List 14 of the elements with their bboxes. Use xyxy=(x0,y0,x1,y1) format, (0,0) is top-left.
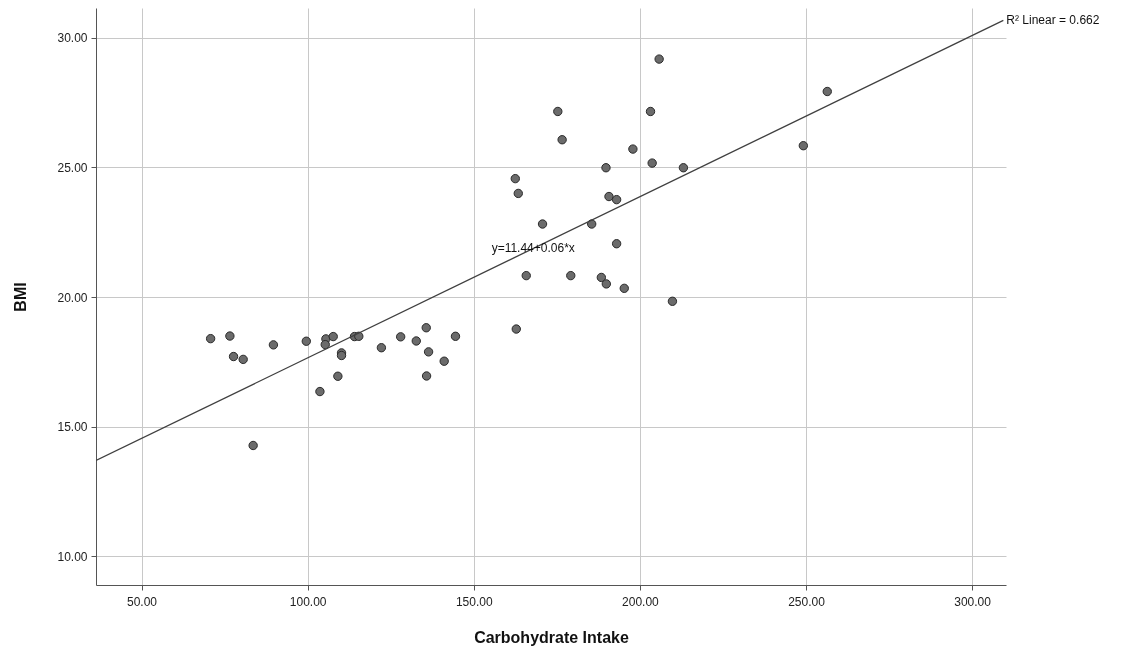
y-tick-label: 30.00 xyxy=(57,31,88,46)
x-tick-label: 250.00 xyxy=(788,594,826,609)
x-tick-label: 50.00 xyxy=(127,594,158,609)
x-axis-title: Carbohydrate Intake xyxy=(474,628,629,646)
x-tick-label: 300.00 xyxy=(954,594,992,609)
y-tick-label: 20.00 xyxy=(57,290,88,305)
y-tick-label: 25.00 xyxy=(57,160,88,175)
y-tick-label: 10.00 xyxy=(57,549,88,564)
annotation: R² Linear = 0.662 xyxy=(1006,13,1100,28)
x-tick-label: 200.00 xyxy=(622,594,660,609)
y-tick-label: 15.00 xyxy=(57,420,88,435)
x-tick-label: 150.00 xyxy=(455,594,493,609)
x-tick-label: 100.00 xyxy=(289,594,327,609)
y-axis-title: BMI xyxy=(12,282,30,312)
